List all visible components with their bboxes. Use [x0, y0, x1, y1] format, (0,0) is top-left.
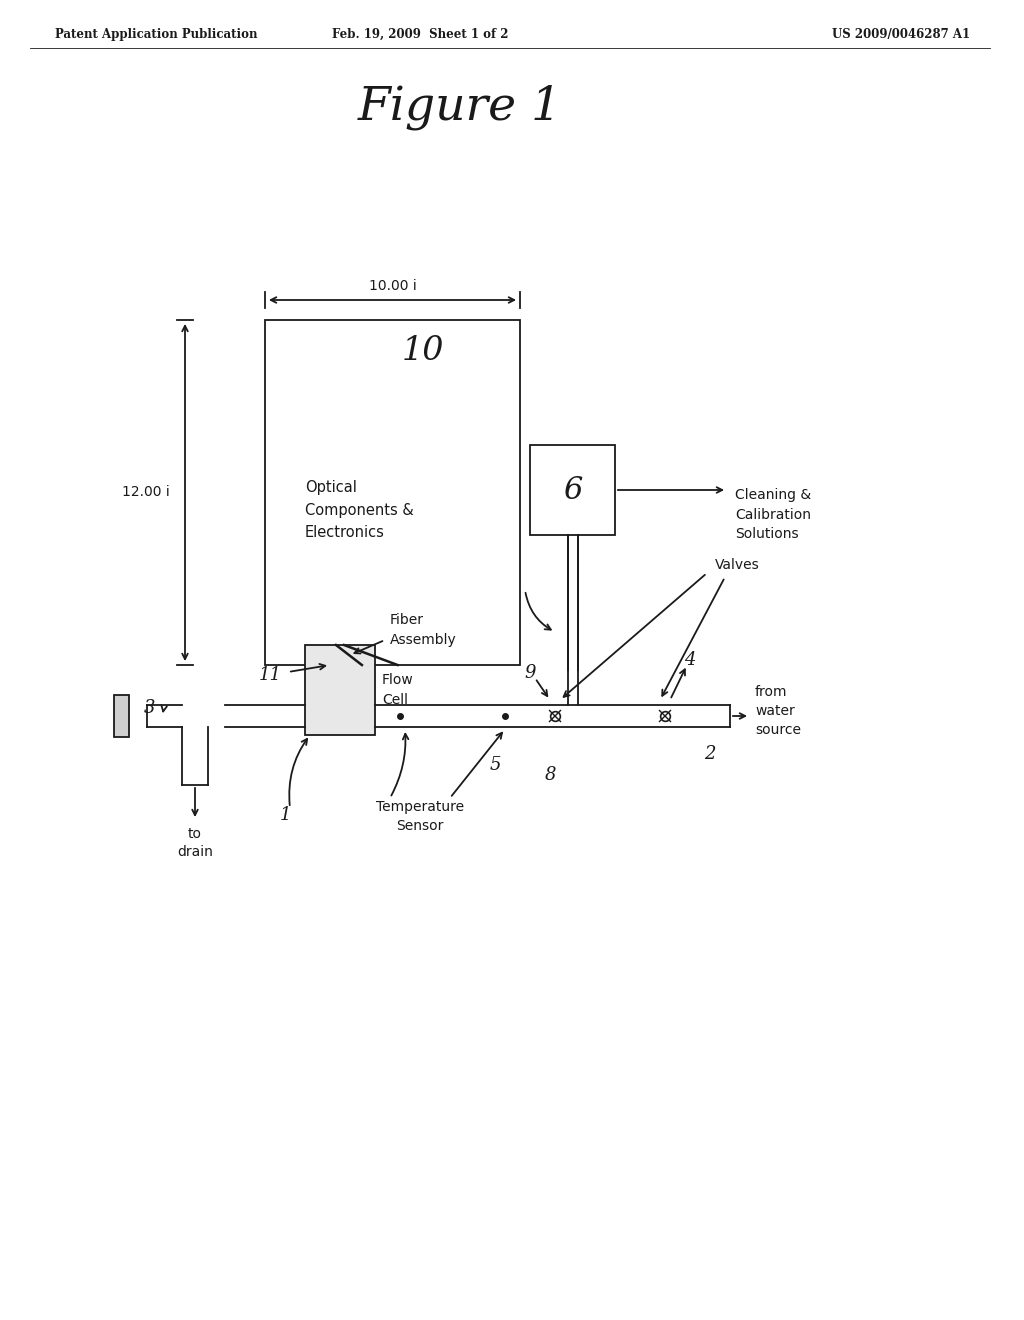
Text: 1: 1: [280, 807, 291, 824]
Text: US 2009/0046287 A1: US 2009/0046287 A1: [831, 28, 970, 41]
Text: Valves: Valves: [715, 558, 760, 572]
Text: 11: 11: [258, 667, 282, 684]
Text: Patent Application Publication: Patent Application Publication: [55, 28, 257, 41]
Text: 12.00 i: 12.00 i: [122, 486, 170, 499]
Text: Temperature
Sensor: Temperature Sensor: [376, 800, 464, 833]
Text: from
water
source: from water source: [755, 685, 801, 738]
Text: 4: 4: [684, 651, 695, 669]
Text: 9: 9: [524, 664, 536, 682]
Text: 3: 3: [144, 700, 156, 717]
Bar: [114, 696, 129, 737]
Text: to
drain: to drain: [177, 828, 213, 859]
Text: Feb. 19, 2009  Sheet 1 of 2: Feb. 19, 2009 Sheet 1 of 2: [332, 28, 508, 41]
Text: Optical
Components &
Electronics: Optical Components & Electronics: [305, 480, 414, 540]
Text: 2: 2: [705, 744, 716, 763]
Text: 10.00 i: 10.00 i: [369, 279, 417, 293]
Bar: [530, 445, 615, 535]
Text: Cleaning &
Calibration
Solutions: Cleaning & Calibration Solutions: [735, 488, 811, 541]
Text: Flow
Cell: Flow Cell: [382, 673, 414, 706]
Text: 10: 10: [401, 335, 444, 367]
Bar: [305, 645, 375, 735]
Text: Fiber
Assembly: Fiber Assembly: [390, 614, 457, 647]
Bar: [265, 319, 520, 665]
Text: 8: 8: [544, 766, 556, 784]
Text: 6: 6: [563, 474, 583, 506]
Text: 5: 5: [489, 756, 501, 774]
Text: Figure 1: Figure 1: [357, 84, 562, 131]
